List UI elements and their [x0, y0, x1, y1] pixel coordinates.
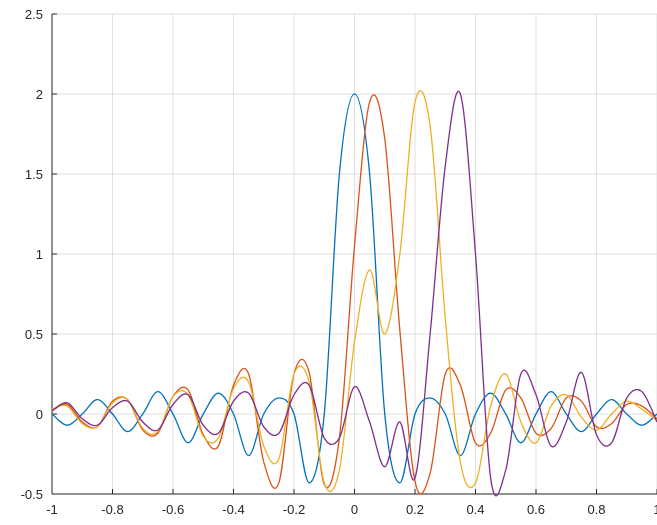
x-tick-label: -0.4 — [222, 502, 244, 517]
y-tick-label: 0 — [36, 407, 43, 422]
x-tick-label: -0.6 — [162, 502, 184, 517]
series-group — [51, 90, 657, 497]
x-tick-label: -0.2 — [283, 502, 305, 517]
y-tick-label: 1.5 — [25, 167, 43, 182]
series-line-1 — [51, 93, 657, 484]
series-line-4 — [51, 90, 657, 497]
y-tick-label: 2.5 — [25, 7, 43, 22]
x-tick-label: 0.2 — [406, 502, 424, 517]
y-tick-label: 0.5 — [25, 327, 43, 342]
y-tick-label: 1 — [36, 247, 43, 262]
tick-labels: -1 -0.8 -0.6 -0.4 -0.2 0 0.2 0.4 0.6 0.8 1 -0.5 0 0.5… — [21, 7, 657, 517]
y-tick-label: 2 — [36, 87, 43, 102]
x-tick-label: 0.4 — [466, 502, 484, 517]
y-tick-label: -0.5 — [21, 487, 43, 502]
x-tick-label: -0.8 — [101, 502, 123, 517]
x-tick-label: 0 — [351, 502, 358, 517]
x-tick-label: 0.8 — [587, 502, 605, 517]
x-tick-label: 1 — [653, 502, 657, 517]
series-line-2 — [51, 94, 657, 495]
x-tick-label: 0.6 — [527, 502, 545, 517]
x-tick-label: -1 — [46, 502, 58, 517]
